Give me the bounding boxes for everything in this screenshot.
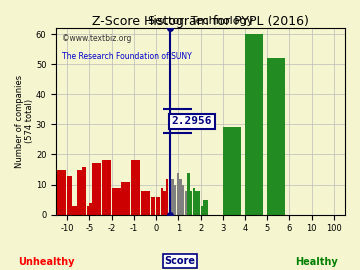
Bar <box>171 178 174 215</box>
Text: Unhealthy: Unhealthy <box>19 257 75 267</box>
Bar <box>82 167 86 215</box>
Text: Score: Score <box>165 256 195 266</box>
Bar <box>57 170 67 215</box>
Bar <box>163 191 166 215</box>
Bar <box>190 191 192 215</box>
Bar <box>102 160 111 215</box>
Bar <box>267 58 285 215</box>
Bar <box>198 191 201 215</box>
Bar <box>187 173 190 215</box>
Bar <box>121 181 130 215</box>
Bar <box>182 185 184 215</box>
Bar <box>223 127 241 215</box>
Bar <box>67 176 72 215</box>
Text: Sector: Technology: Sector: Technology <box>148 16 253 26</box>
Text: 2.2956: 2.2956 <box>172 116 212 126</box>
Y-axis label: Number of companies
(574 total): Number of companies (574 total) <box>15 75 35 168</box>
Bar <box>87 206 89 215</box>
Title: Z-Score Histogram for PYPL (2016): Z-Score Histogram for PYPL (2016) <box>92 15 309 28</box>
Bar <box>77 170 81 215</box>
Text: ©www.textbiz.org: ©www.textbiz.org <box>62 33 131 43</box>
Bar <box>195 191 198 215</box>
Bar <box>201 206 203 215</box>
Bar <box>131 160 140 215</box>
Bar <box>151 197 155 215</box>
Bar <box>141 191 150 215</box>
Bar <box>176 173 179 215</box>
Bar <box>112 188 121 215</box>
Bar <box>168 176 171 215</box>
Bar <box>72 206 77 215</box>
Bar <box>156 197 160 215</box>
Bar <box>161 188 163 215</box>
Bar <box>174 185 176 215</box>
Bar <box>92 164 101 215</box>
Bar <box>193 188 195 215</box>
Bar <box>179 178 182 215</box>
Bar <box>185 191 187 215</box>
Text: Healthy: Healthy <box>296 257 338 267</box>
Bar <box>57 170 67 215</box>
Bar <box>90 202 92 215</box>
Bar <box>245 34 263 215</box>
Bar <box>166 178 168 215</box>
Text: The Research Foundation of SUNY: The Research Foundation of SUNY <box>62 52 192 61</box>
Bar <box>203 200 206 215</box>
Bar <box>206 200 208 215</box>
